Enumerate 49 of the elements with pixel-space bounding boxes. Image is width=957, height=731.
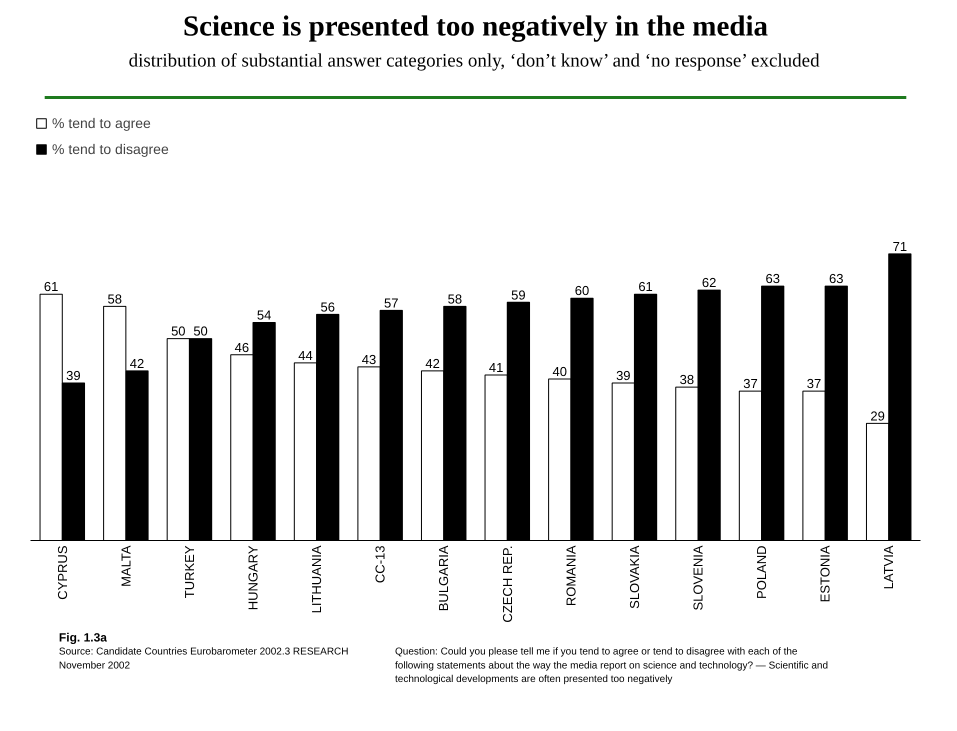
data-label: 60: [574, 283, 590, 298]
x-tick-label: CC-13: [372, 545, 388, 584]
x-tick-label: CYPRUS: [54, 545, 70, 600]
data-label: 42: [425, 356, 440, 371]
x-tick-label: SLOVENIA: [690, 545, 706, 611]
data-label: 63: [829, 271, 844, 286]
data-label: 58: [448, 291, 462, 306]
data-label: 58: [108, 291, 122, 306]
data-label: 40: [552, 364, 567, 379]
x-tick-label: POLAND: [754, 545, 770, 599]
text: Question: Could you please tell me if you tend to agree or tend to disagree with each of the following statements about the way the media report on science and technology? — Scientific and technological developments are often presented too negatively: [395, 646, 828, 685]
x-tick-label: TURKEY: [182, 545, 197, 598]
data-label: 44: [298, 348, 313, 363]
data-label: 54: [256, 307, 272, 322]
x-tick-label: HUNGARY: [246, 545, 260, 610]
x-tick-label: CZECH REP.: [500, 545, 515, 623]
data-label: 43: [362, 352, 376, 367]
caption: Fig. 1.3a: [58, 630, 108, 644]
data-label: 71: [892, 238, 908, 254]
data-label: 42: [130, 356, 144, 371]
data-label: 61: [638, 279, 653, 294]
legend-label: % tend to disagree: [52, 141, 169, 157]
x-tick-label: LITHUANIA: [309, 545, 324, 614]
data-label: 38: [680, 372, 694, 388]
data-label: 50: [171, 324, 186, 339]
data-label: 37: [806, 376, 822, 392]
data-label: 41: [488, 360, 504, 375]
data-label: 57: [384, 295, 399, 310]
x-tick-label: SLOVAKIA: [626, 545, 642, 609]
data-label: 39: [616, 368, 631, 384]
data-label: 46: [234, 340, 250, 355]
data-label: 50: [193, 324, 208, 339]
data-label: 62: [702, 275, 716, 290]
x-tick-label: ROMANIA: [563, 545, 578, 606]
data-label: 37: [743, 376, 758, 392]
x-tick-label: MALTA: [118, 545, 134, 587]
x-tick-label: ESTONIA: [818, 545, 833, 602]
chart-subtitle: distribution of substantial answer categories only, ‘don’t know’ and ‘no response’ excluded: [128, 50, 820, 72]
x-tick-label: LATVIA: [881, 545, 896, 590]
data-label: 29: [870, 408, 885, 424]
x-tick-label: BULGARIA: [436, 545, 452, 612]
data-label: 39: [66, 368, 81, 384]
source-note: Source: Candidate Countries Eurobarometer 2002.3 RESEARCH November 2002: [58, 646, 349, 672]
legend-label: % tend to agree: [52, 115, 151, 131]
data-label: 61: [44, 279, 58, 294]
data-label: 59: [511, 287, 526, 302]
data-label: 63: [765, 271, 780, 286]
chart-title: Science is presented too negatively in the media: [182, 10, 769, 42]
data-label: 56: [320, 299, 335, 314]
